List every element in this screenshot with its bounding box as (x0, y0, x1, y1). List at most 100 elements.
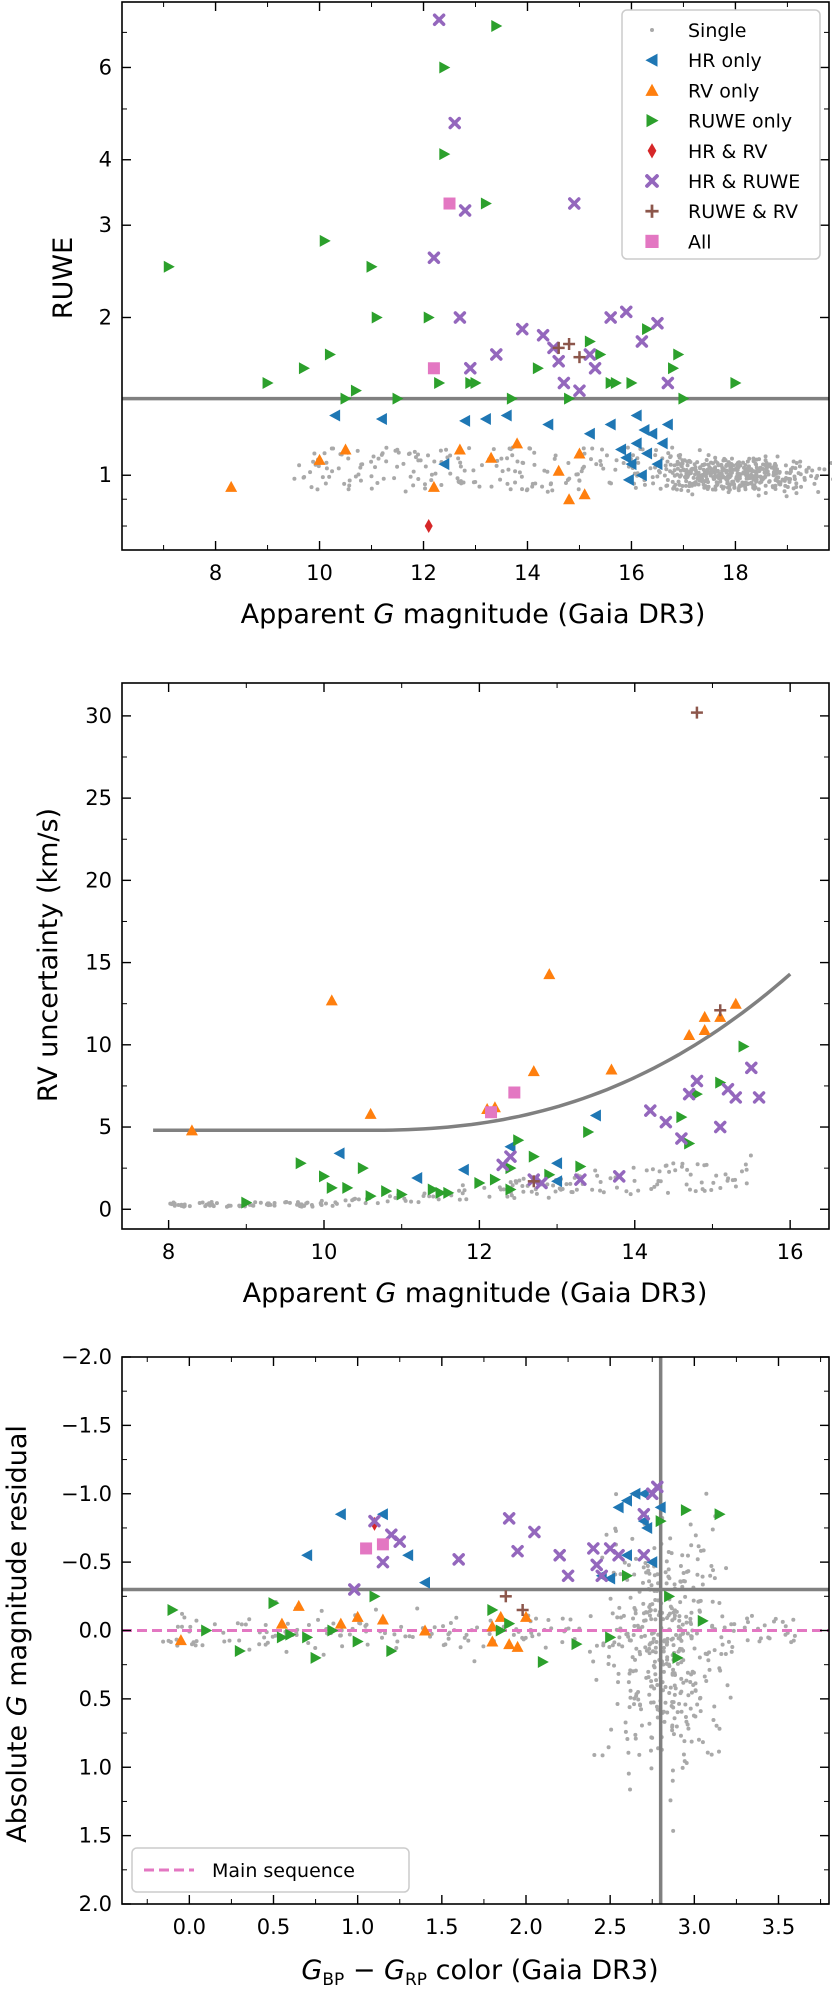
point-single (475, 1625, 480, 1630)
point-single (618, 1615, 623, 1620)
point-single (311, 459, 316, 464)
point-single (353, 474, 358, 479)
point-single (696, 1737, 701, 1742)
point-single (701, 467, 706, 472)
point-hr-ruwe (587, 1542, 600, 1555)
point-hr-ruwe (376, 1555, 390, 1569)
point-hr-ruwe (427, 251, 441, 265)
x-tick-label: 12 (410, 561, 437, 585)
point-single (757, 457, 762, 462)
point-ruwe-only (427, 1183, 439, 1196)
point-single (672, 1692, 677, 1697)
point-single (787, 476, 792, 481)
point-single (322, 451, 327, 456)
point-single (636, 1188, 641, 1193)
point-single (498, 1187, 503, 1192)
point-single (552, 456, 557, 461)
point-single (719, 1651, 724, 1656)
point-single (211, 1204, 216, 1209)
point-single (689, 1690, 694, 1695)
point-single (560, 1187, 565, 1192)
point-rv-only (578, 488, 591, 500)
point-single (676, 1649, 681, 1654)
point-rv-only (292, 1599, 305, 1611)
point-single (581, 464, 586, 469)
point-single (331, 1621, 336, 1626)
point-single (691, 1713, 696, 1718)
point-single (247, 1617, 252, 1622)
point-rv-only (334, 1617, 347, 1629)
point-single (714, 480, 719, 485)
point-single (703, 484, 708, 489)
point-single (683, 1714, 688, 1719)
y-tick-label: −1.0 (61, 1482, 112, 1506)
point-single (616, 1642, 621, 1647)
single-stars-layer (161, 1491, 797, 1833)
point-single (766, 472, 771, 477)
point-hr-ruwe (752, 1091, 766, 1104)
point-hr-only (656, 437, 668, 450)
point-single (237, 1638, 242, 1643)
point-single (270, 1634, 275, 1639)
point-hr-ruwe (651, 317, 664, 330)
point-single (369, 486, 374, 491)
point-single (631, 1616, 636, 1621)
point-hr-only (612, 1501, 624, 1514)
point-single (731, 1628, 736, 1633)
point-single (505, 481, 510, 486)
point-single (677, 482, 682, 487)
point-single (688, 1620, 693, 1625)
point-single (457, 1197, 462, 1202)
point-all (427, 362, 440, 375)
point-single (706, 453, 711, 458)
point-single (702, 1163, 707, 1168)
x-tick-label: 14 (621, 1240, 648, 1264)
point-single (780, 477, 785, 482)
point-single (257, 1642, 262, 1647)
point-ruwe-only (396, 1188, 408, 1201)
point-ruwe-only (680, 1504, 692, 1517)
point-single (655, 1715, 660, 1720)
point-single (666, 451, 671, 456)
point-single (790, 465, 795, 470)
point-single (665, 477, 670, 482)
point-single (448, 471, 453, 476)
point-single (646, 1568, 651, 1573)
point-single (423, 464, 428, 469)
point-single (649, 1631, 654, 1636)
point-single (658, 1179, 663, 1184)
point-single (297, 463, 302, 468)
point-rv-only (511, 1640, 524, 1652)
point-ruwe-only (302, 1631, 314, 1644)
point-single (661, 1645, 666, 1650)
point-rv-only (573, 447, 586, 459)
point-hr-only (411, 1172, 423, 1185)
point-single (675, 466, 680, 471)
y-tick-label: 1.5 (79, 1824, 112, 1848)
point-single (670, 1723, 675, 1728)
point-single (671, 1643, 676, 1648)
point-single (794, 460, 799, 465)
point-all (360, 1542, 373, 1555)
point-single (700, 1582, 705, 1587)
x-tick-label: 12 (466, 1240, 493, 1264)
point-ruwe-rv (527, 1175, 540, 1188)
point-single (298, 1204, 303, 1209)
point-single (670, 1728, 675, 1733)
point-single (612, 1663, 617, 1668)
point-single (320, 475, 325, 480)
point-single (763, 483, 768, 488)
point-single (645, 1563, 650, 1568)
point-single (684, 479, 689, 484)
point-single (507, 446, 512, 451)
point-single (799, 484, 804, 489)
x-tick-label: 0.5 (257, 1915, 290, 1939)
point-single (393, 1195, 398, 1200)
point-single (698, 1709, 703, 1714)
point-single (689, 1610, 694, 1615)
point-single (678, 468, 683, 473)
point-single (458, 464, 463, 469)
point-single (705, 467, 710, 472)
point-single (688, 1172, 693, 1177)
point-single (698, 1548, 703, 1553)
